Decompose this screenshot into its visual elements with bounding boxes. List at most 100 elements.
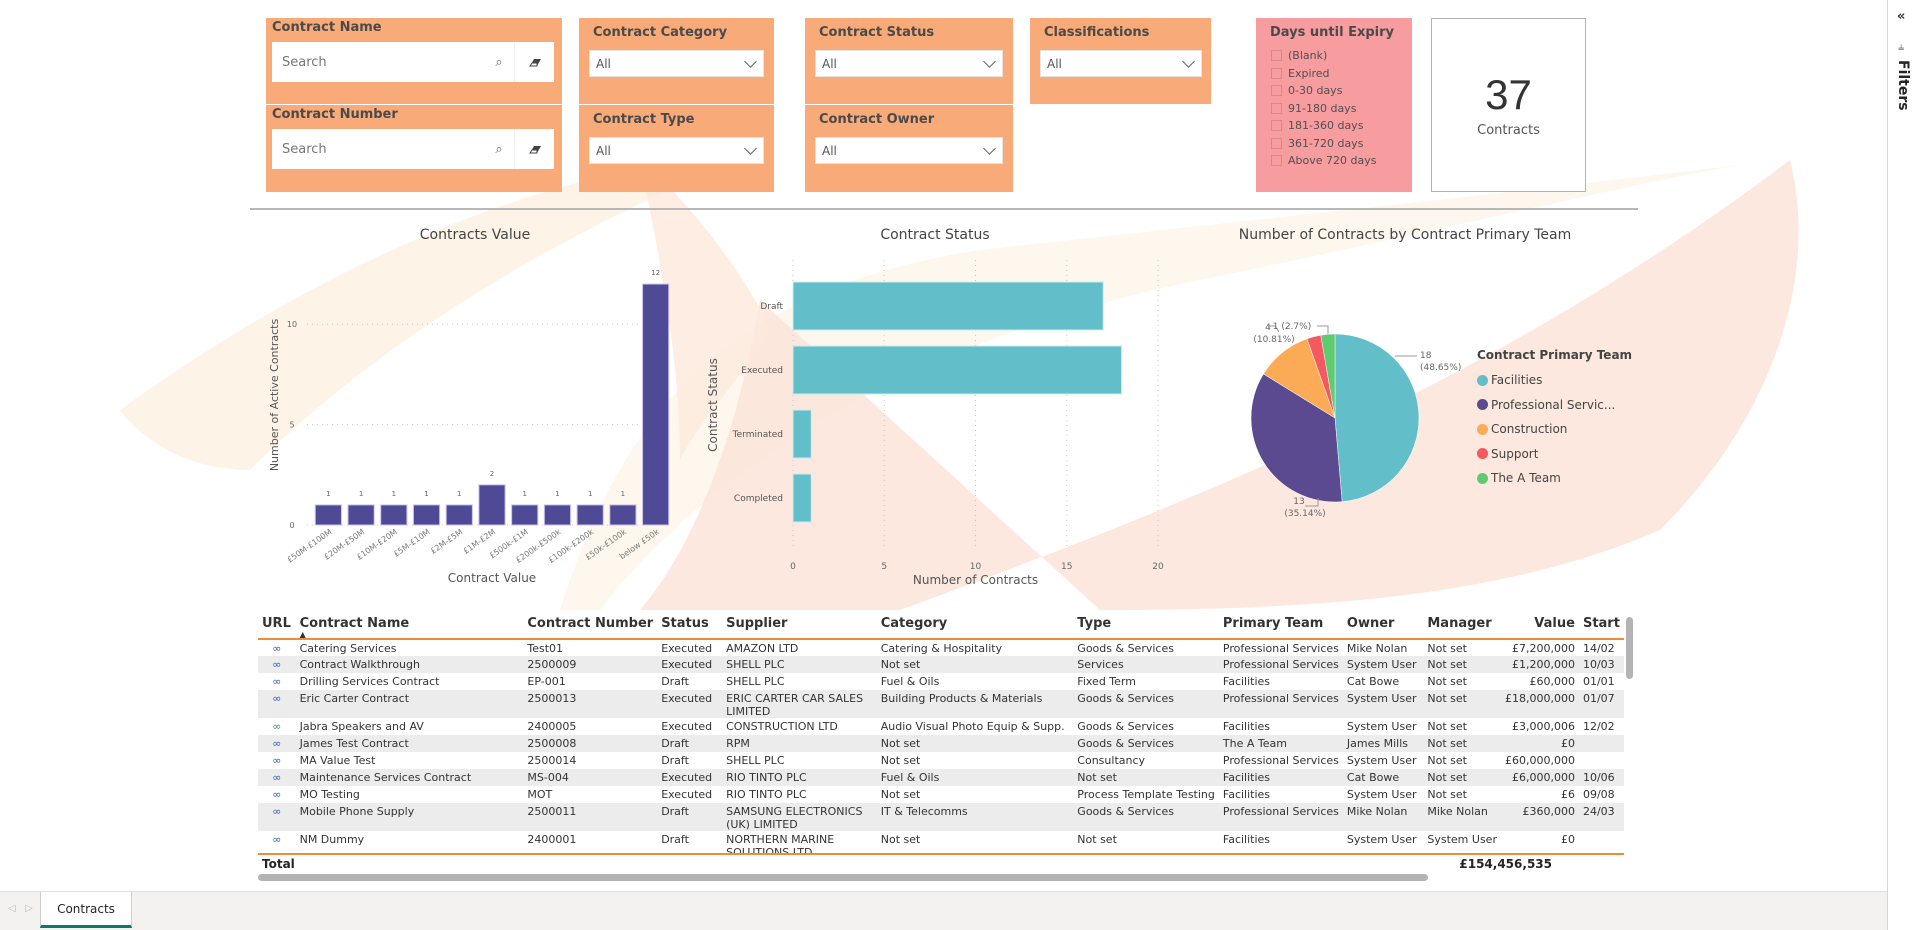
contract-category-dropdown[interactable]: All (589, 50, 764, 77)
previous-page-icon[interactable]: ◁ (8, 903, 16, 914)
checkbox-icon[interactable] (1271, 155, 1282, 167)
checkbox-icon[interactable] (1271, 50, 1282, 62)
table-row[interactable]: ∞ Catering Services Test01 Executed AMAZON L… (258, 639, 1624, 656)
expiry-option-label: Above 720 days (1288, 154, 1377, 168)
expiry-option[interactable]: 91-180 days (1271, 100, 1376, 118)
link-icon[interactable]: ∞ (272, 754, 282, 767)
filters-pane-label[interactable]: Filters (1895, 60, 1911, 111)
legend-item[interactable]: The A Team (1477, 466, 1632, 491)
eraser-icon[interactable] (514, 129, 554, 169)
contract-status-chart[interactable]: 0 5 10 15 20 Draft Executed Terminated Completed… (700, 250, 1180, 590)
cell-start (1578, 735, 1624, 752)
chevron-down-icon[interactable] (744, 141, 757, 155)
search-icon[interactable]: ⌕ (495, 141, 503, 157)
column-header-owner[interactable]: Owner (1342, 612, 1424, 640)
expiry-option[interactable]: Expired (1271, 65, 1376, 83)
checkbox-icon[interactable] (1271, 120, 1282, 132)
contract-name-search[interactable]: Search ⌕ (272, 42, 554, 82)
table-row[interactable]: ∞ Eric Carter Contract 2500013 Executed ERIC… (258, 690, 1624, 718)
link-icon[interactable]: ∞ (272, 642, 282, 655)
table-row[interactable]: ∞ Drilling Services Contract EP-001 Draft SH… (258, 673, 1624, 690)
checkbox-icon[interactable] (1271, 85, 1282, 97)
cell-number: 2500011 (523, 803, 658, 831)
contract-name-search-input[interactable]: Search (282, 54, 327, 70)
link-icon[interactable]: ∞ (272, 805, 282, 818)
chevron-down-icon[interactable] (983, 54, 996, 68)
link-icon[interactable]: ∞ (272, 737, 282, 750)
column-header-category[interactable]: Category (876, 612, 1074, 640)
legend-item[interactable]: Construction (1477, 417, 1632, 442)
filters-pane[interactable]: « ⫨ Filters (1887, 0, 1917, 930)
collapse-filters-icon[interactable]: « (1897, 9, 1906, 24)
table-row[interactable]: ∞ MO Testing MOT Executed RIO TINTO PLC Not s… (258, 786, 1624, 803)
chevron-down-icon[interactable] (744, 54, 757, 68)
expiry-option-label: 0-30 days (1288, 84, 1343, 98)
expiry-option[interactable]: (Blank) (1271, 47, 1376, 65)
link-icon[interactable]: ∞ (272, 788, 282, 801)
filter-icon[interactable]: ⫨ (1898, 40, 1905, 53)
link-icon[interactable]: ∞ (272, 720, 282, 733)
column-header-value[interactable]: Value (1500, 612, 1579, 640)
table-row[interactable]: ∞ Contract Walkthrough 2500009 Executed SHEL… (258, 656, 1624, 673)
legend-item[interactable]: Facilities (1477, 368, 1632, 393)
eraser-icon[interactable] (514, 42, 554, 82)
link-icon[interactable]: ∞ (272, 771, 282, 784)
column-header-status[interactable]: Status (657, 612, 723, 640)
link-icon[interactable]: ∞ (272, 692, 282, 705)
contract-owner-dropdown[interactable]: All (815, 137, 1003, 164)
link-icon[interactable]: ∞ (272, 675, 282, 688)
column-header-type[interactable]: Type (1073, 612, 1219, 640)
link-icon[interactable]: ∞ (272, 658, 282, 671)
tab-contracts[interactable]: Contracts (40, 892, 132, 928)
expiry-option[interactable]: Above 720 days (1271, 152, 1376, 170)
contract-number-search[interactable]: Search ⌕ (272, 129, 554, 169)
expiry-option[interactable]: 361-720 days (1271, 135, 1376, 153)
expiry-option[interactable]: 181-360 days (1271, 117, 1376, 135)
column-header-supplier[interactable]: Supplier (722, 612, 877, 640)
classifications-dropdown[interactable]: All (1040, 50, 1202, 77)
column-header-start[interactable]: Start (1578, 612, 1624, 640)
legend-item[interactable]: Support (1477, 442, 1632, 467)
checkbox-icon[interactable] (1271, 102, 1282, 114)
table-vertical-scrollbar[interactable] (1626, 617, 1633, 679)
checkbox-icon[interactable] (1271, 67, 1282, 79)
table-row[interactable]: ∞ MA Value Test 2500014 Draft SHELL PLC Not s… (258, 752, 1624, 769)
cell-owner: Mike Nolan (1342, 803, 1424, 831)
pie-data-pct: (35.14%) (1284, 509, 1325, 519)
cell-supplier: CONSTRUCTION LTD (726, 720, 838, 733)
table-row[interactable]: ∞ Mobile Phone Supply 2500011 Draft SAMSUNG … (258, 803, 1624, 831)
leader-line (1317, 325, 1329, 334)
column-header-contract-number[interactable]: Contract Number (523, 612, 658, 640)
table-row[interactable]: ∞ James Test Contract 2500008 Draft RPM Not s… (258, 735, 1624, 752)
column-header-label: Manager (1427, 616, 1492, 631)
chevron-down-icon[interactable] (983, 141, 996, 155)
table-row[interactable]: ∞ Maintenance Services Contract MS-004 Exec… (258, 769, 1624, 786)
contracts-table[interactable]: URL Contract Name ▲ Contract Number Status Su… (258, 612, 1624, 859)
table-horizontal-scrollbar[interactable] (258, 874, 1428, 881)
column-header-manager[interactable]: Manager (1423, 612, 1501, 640)
contract-type-dropdown[interactable]: All (589, 137, 764, 164)
primary-team-pie-chart[interactable]: 18 (48.65%) 13 (35.14%) 4 (10.81%) 1 (2.7%) (1220, 300, 1470, 530)
cell-status: Executed (657, 690, 723, 718)
expiry-option-label: Expired (1288, 66, 1330, 80)
next-page-icon[interactable]: ▷ (25, 903, 33, 914)
column-header-primary-team[interactable]: Primary Team (1218, 612, 1343, 640)
contract-category-slicer-title: Contract Category (593, 25, 728, 40)
contracts-value-chart[interactable]: 05101£50M-£100M1£20M-£50M1£10M-£20M1£5M-… (262, 250, 682, 590)
link-icon[interactable]: ∞ (272, 833, 282, 846)
expiry-option[interactable]: 0-30 days (1271, 82, 1376, 100)
column-header-contract-name[interactable]: Contract Name ▲ (295, 612, 524, 640)
chevron-down-icon[interactable] (1182, 54, 1195, 68)
contract-status-dropdown[interactable]: All (815, 50, 1003, 77)
sort-ascending-icon[interactable]: ▲ (299, 630, 306, 639)
legend-label: Construction (1491, 422, 1568, 437)
search-icon[interactable]: ⌕ (495, 54, 503, 70)
data-label: 1 (555, 490, 559, 498)
cell-supplier: RIO TINTO PLC (722, 769, 877, 786)
column-header-url[interactable]: URL (258, 612, 296, 640)
checkbox-icon[interactable] (1271, 137, 1282, 149)
contract-number-search-input[interactable]: Search (282, 141, 327, 157)
legend-item[interactable]: Professional Servic... (1477, 393, 1632, 418)
table-row[interactable]: ∞ Jabra Speakers and AV 2400005 Executed CON… (258, 718, 1624, 735)
